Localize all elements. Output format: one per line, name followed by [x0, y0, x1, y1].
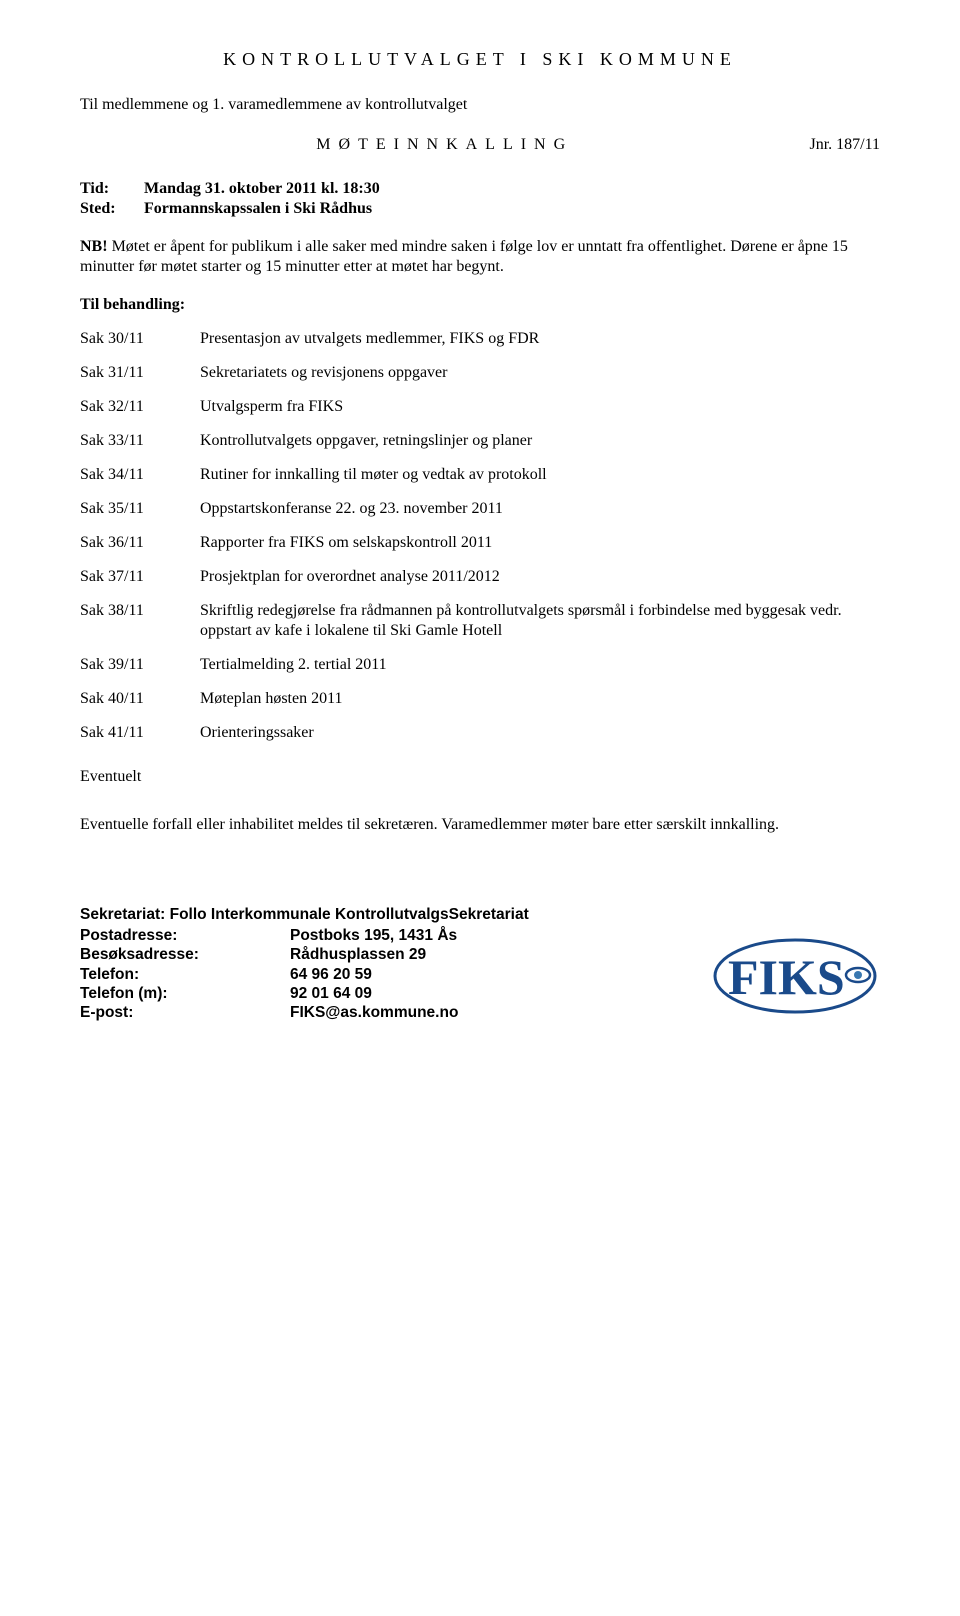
sekretariat-value: Rådhusplassen 29 — [290, 945, 426, 964]
sak-id: Sak 33/11 — [80, 431, 200, 451]
sak-id: Sak 34/11 — [80, 465, 200, 485]
sak-id: Sak 41/11 — [80, 723, 200, 743]
sekretariat-row: E-post:FIKS@as.kommune.no — [80, 1003, 529, 1022]
sekretariat-row: Telefon:64 96 20 59 — [80, 965, 529, 984]
sekretariat-value: Postboks 195, 1431 Ås — [290, 926, 457, 945]
sak-row: Sak 39/11Tertialmelding 2. tertial 2011 — [80, 655, 880, 675]
sak-id: Sak 36/11 — [80, 533, 200, 553]
sak-row: Sak 41/11Orienteringssaker — [80, 723, 880, 743]
sted-value: Formannskapssalen i Ski Rådhus — [144, 199, 372, 219]
sekretariat-row: Telefon (m):92 01 64 09 — [80, 984, 529, 1003]
sekretariat-value: 92 01 64 09 — [290, 984, 372, 1003]
nb-block: NB! Møtet er åpent for publikum i alle s… — [80, 237, 880, 277]
nb-label: NB! — [80, 238, 108, 255]
sak-id: Sak 31/11 — [80, 363, 200, 383]
sekretariat-label: Telefon (m): — [80, 984, 290, 1003]
sak-id: Sak 32/11 — [80, 397, 200, 417]
sekretariat-block: Sekretariat: Follo Interkommunale Kontro… — [80, 905, 529, 1023]
tid-label: Tid: — [80, 179, 144, 199]
intro-line: Til medlemmene og 1. varamedlemmene av k… — [80, 95, 880, 115]
sak-description: Rutiner for innkalling til møter og vedt… — [200, 465, 880, 485]
sekretariat-value: FIKS@as.kommune.no — [290, 1003, 458, 1022]
sekretariat-row: Besøksadresse:Rådhusplassen 29 — [80, 945, 529, 964]
sak-description: Tertialmelding 2. tertial 2011 — [200, 655, 880, 675]
sak-id: Sak 35/11 — [80, 499, 200, 519]
sak-description: Kontrollutvalgets oppgaver, retningslinj… — [200, 431, 880, 451]
sak-row: Sak 37/11Prosjektplan for overordnet ana… — [80, 567, 880, 587]
sak-row: Sak 33/11Kontrollutvalgets oppgaver, ret… — [80, 431, 880, 451]
tid-sted-block: Tid: Mandag 31. oktober 2011 kl. 18:30 S… — [80, 179, 880, 219]
sak-id: Sak 37/11 — [80, 567, 200, 587]
behandling-label: Til behandling: — [80, 295, 880, 315]
nb-text: Møtet er åpent for publikum i alle saker… — [80, 238, 848, 275]
sak-list: Sak 30/11Presentasjon av utvalgets medle… — [80, 329, 880, 743]
sekretariat-row: Postadresse:Postboks 195, 1431 Ås — [80, 926, 529, 945]
sak-description: Møteplan høsten 2011 — [200, 689, 880, 709]
sak-description: Rapporter fra FIKS om selskapskontroll 2… — [200, 533, 880, 553]
sak-id: Sak 39/11 — [80, 655, 200, 675]
sak-description: Oppstartskonferanse 22. og 23. november … — [200, 499, 880, 519]
fiks-logo: FIKS — [710, 931, 880, 1027]
sak-row: Sak 31/11Sekretariatets og revisjonens o… — [80, 363, 880, 383]
sak-row: Sak 35/11Oppstartskonferanse 22. og 23. … — [80, 499, 880, 519]
sak-description: Utvalgsperm fra FIKS — [200, 397, 880, 417]
sak-row: Sak 30/11Presentasjon av utvalgets medle… — [80, 329, 880, 349]
logo-text: FIKS — [728, 949, 845, 1005]
sekretariat-label: Besøksadresse: — [80, 945, 290, 964]
sak-description: Skriftlig redegjørelse fra rådmannen på … — [200, 601, 880, 641]
sak-row: Sak 34/11Rutiner for innkalling til møte… — [80, 465, 880, 485]
innkalling-label: MØTEINNKALLING — [80, 135, 809, 155]
sted-label: Sted: — [80, 199, 144, 219]
sak-id: Sak 40/11 — [80, 689, 200, 709]
journal-number: Jnr. 187/11 — [809, 135, 880, 155]
sekretariat-label: Telefon: — [80, 965, 290, 984]
sak-description: Orienteringssaker — [200, 723, 880, 743]
sekretariat-title: Sekretariat: Follo Interkommunale Kontro… — [80, 905, 529, 924]
sak-row: Sak 32/11Utvalgsperm fra FIKS — [80, 397, 880, 417]
tid-value: Mandag 31. oktober 2011 kl. 18:30 — [144, 179, 380, 199]
sak-description: Sekretariatets og revisjonens oppgaver — [200, 363, 880, 383]
eventuelt-label: Eventuelt — [80, 767, 880, 787]
sak-id: Sak 30/11 — [80, 329, 200, 349]
page-header-title: KONTROLLUTVALGET I SKI KOMMUNE — [80, 48, 880, 71]
sekretariat-label: E-post: — [80, 1003, 290, 1022]
sak-id: Sak 38/11 — [80, 601, 200, 641]
footnote-text: Eventuelle forfall eller inhabilitet mel… — [80, 815, 880, 835]
sak-row: Sak 36/11Rapporter fra FIKS om selskapsk… — [80, 533, 880, 553]
sak-description: Presentasjon av utvalgets medlemmer, FIK… — [200, 329, 880, 349]
sekretariat-label: Postadresse: — [80, 926, 290, 945]
sak-row: Sak 40/11Møteplan høsten 2011 — [80, 689, 880, 709]
sekretariat-value: 64 96 20 59 — [290, 965, 372, 984]
sak-row: Sak 38/11Skriftlig redegjørelse fra rådm… — [80, 601, 880, 641]
sak-description: Prosjektplan for overordnet analyse 2011… — [200, 567, 880, 587]
